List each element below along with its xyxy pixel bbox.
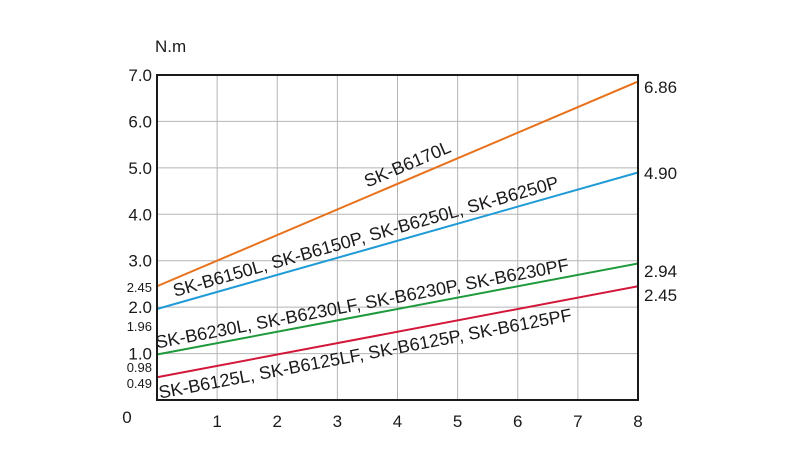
end-value-label: 4.90 [644,164,677,183]
y-tick-label: 7.0 [128,66,152,85]
y-tick-label: 1.0 [128,345,152,364]
series-lines [156,80,639,379]
plot-frame [156,74,639,401]
end-value-label: 2.94 [644,262,677,281]
x-tick-labels: 0 1 2 3 4 5 6 7 8 [122,408,642,431]
y-axis-unit-label: N.m [155,37,186,56]
grid [157,75,638,400]
x-tick-label: 1 [212,412,221,431]
start-value-label: 0.98 [127,360,152,375]
start-value-label: 1.96 [127,319,152,334]
series-line [156,171,639,310]
x-tick-label: 5 [453,412,462,431]
end-value-label: 6.86 [644,78,677,97]
y-tick-label: 6.0 [128,112,152,131]
series-line [156,262,639,356]
y-tick-label: 5.0 [128,159,152,178]
series-line [156,285,639,379]
x-tick-label: 6 [513,412,522,431]
x-tick-label: 4 [393,412,402,431]
x-tick-label: 0 [122,408,131,427]
y-tick-labels: 1.0 2.0 3.0 4.0 5.0 6.0 7.0 [128,66,152,364]
end-value-label: 2.45 [644,286,677,305]
y-tick-label: 2.0 [128,298,152,317]
series-line [156,80,639,288]
y-tick-label: 4.0 [128,205,152,224]
x-tick-label: 2 [273,412,282,431]
x-tick-label: 3 [333,412,342,431]
start-value-label: 2.45 [127,280,152,295]
x-tick-label: 7 [573,412,582,431]
end-value-labels: 6.86 4.90 2.94 2.45 [644,78,677,305]
y-tick-label: 3.0 [128,252,152,271]
x-tick-label: 8 [633,412,642,431]
start-value-label: 0.49 [127,376,152,391]
start-value-labels: 2.45 1.96 0.980.49 [127,280,152,391]
series-name-label: SK-B6170L [361,137,454,191]
